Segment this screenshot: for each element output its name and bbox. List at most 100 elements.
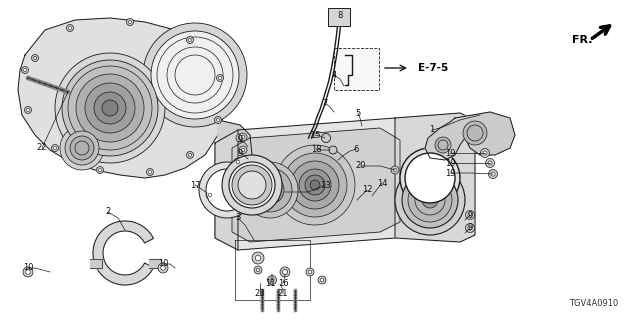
Circle shape [305, 175, 325, 195]
Circle shape [85, 83, 135, 133]
Text: 10: 10 [157, 260, 168, 268]
Circle shape [321, 133, 330, 142]
Text: 16: 16 [278, 278, 288, 287]
Circle shape [481, 148, 490, 157]
Circle shape [299, 169, 331, 201]
Circle shape [186, 151, 193, 158]
Circle shape [488, 161, 492, 165]
Circle shape [465, 223, 474, 233]
Circle shape [161, 266, 165, 270]
Circle shape [280, 267, 290, 277]
Text: 17: 17 [189, 180, 200, 189]
Circle shape [488, 170, 497, 179]
Circle shape [127, 19, 134, 26]
Circle shape [256, 176, 284, 204]
Circle shape [282, 269, 287, 275]
Text: 11: 11 [265, 279, 275, 289]
Text: 19: 19 [445, 148, 455, 157]
Text: 7: 7 [323, 99, 328, 108]
Polygon shape [90, 259, 102, 268]
Circle shape [99, 168, 102, 172]
Circle shape [186, 36, 193, 44]
Text: 15: 15 [310, 131, 320, 140]
Circle shape [415, 185, 445, 215]
Text: 23: 23 [255, 290, 266, 299]
Circle shape [26, 108, 29, 112]
Circle shape [400, 148, 460, 208]
Circle shape [241, 135, 245, 139]
Text: 19: 19 [445, 169, 455, 178]
Circle shape [148, 171, 152, 173]
Circle shape [24, 68, 27, 72]
Circle shape [438, 140, 448, 150]
Polygon shape [149, 259, 161, 268]
Bar [328, 8, 350, 26]
Circle shape [94, 92, 126, 124]
Polygon shape [218, 120, 252, 178]
Text: 9: 9 [237, 135, 243, 145]
Circle shape [97, 166, 104, 173]
Circle shape [255, 255, 260, 261]
Circle shape [239, 133, 247, 141]
Circle shape [291, 161, 339, 209]
Circle shape [151, 31, 239, 119]
Circle shape [216, 75, 223, 82]
Text: 8: 8 [337, 12, 342, 20]
Circle shape [310, 180, 320, 190]
Circle shape [31, 54, 38, 61]
Circle shape [256, 268, 260, 272]
Circle shape [60, 126, 104, 170]
Circle shape [393, 168, 397, 172]
Circle shape [143, 23, 247, 127]
Circle shape [199, 162, 255, 218]
Text: E-7-5: E-7-5 [418, 63, 448, 73]
Circle shape [208, 193, 212, 197]
Circle shape [408, 178, 452, 222]
Circle shape [402, 172, 458, 228]
Text: FR.: FR. [572, 35, 593, 45]
Circle shape [467, 125, 483, 141]
Circle shape [158, 263, 168, 273]
Circle shape [229, 162, 275, 208]
Circle shape [188, 38, 191, 42]
Circle shape [62, 60, 158, 156]
Circle shape [308, 270, 312, 274]
Circle shape [468, 226, 472, 230]
Circle shape [68, 66, 152, 150]
Circle shape [236, 134, 244, 142]
Circle shape [75, 141, 89, 155]
Circle shape [283, 153, 347, 217]
Circle shape [465, 211, 474, 220]
Polygon shape [93, 221, 154, 285]
Circle shape [214, 116, 221, 124]
Text: 10: 10 [23, 263, 33, 273]
Circle shape [70, 136, 94, 160]
Text: 2: 2 [106, 207, 111, 217]
Polygon shape [18, 18, 228, 178]
Circle shape [239, 146, 247, 154]
Circle shape [268, 276, 276, 284]
Circle shape [262, 182, 278, 198]
Circle shape [216, 118, 220, 122]
Circle shape [329, 146, 337, 154]
Circle shape [238, 171, 266, 199]
Text: 3: 3 [236, 213, 241, 222]
Text: 9: 9 [467, 223, 472, 233]
Text: 19: 19 [445, 158, 455, 167]
Circle shape [270, 278, 274, 282]
Circle shape [222, 155, 282, 215]
Polygon shape [425, 112, 515, 160]
Circle shape [67, 25, 74, 31]
Circle shape [26, 270, 30, 274]
Circle shape [236, 160, 240, 164]
Circle shape [68, 27, 72, 29]
Circle shape [76, 74, 144, 142]
Text: 18: 18 [310, 145, 321, 154]
Circle shape [405, 153, 455, 203]
Circle shape [422, 192, 438, 208]
Circle shape [23, 267, 33, 277]
Circle shape [188, 153, 191, 156]
Text: 20: 20 [356, 162, 366, 171]
Text: 21: 21 [278, 290, 288, 299]
Circle shape [51, 145, 58, 151]
